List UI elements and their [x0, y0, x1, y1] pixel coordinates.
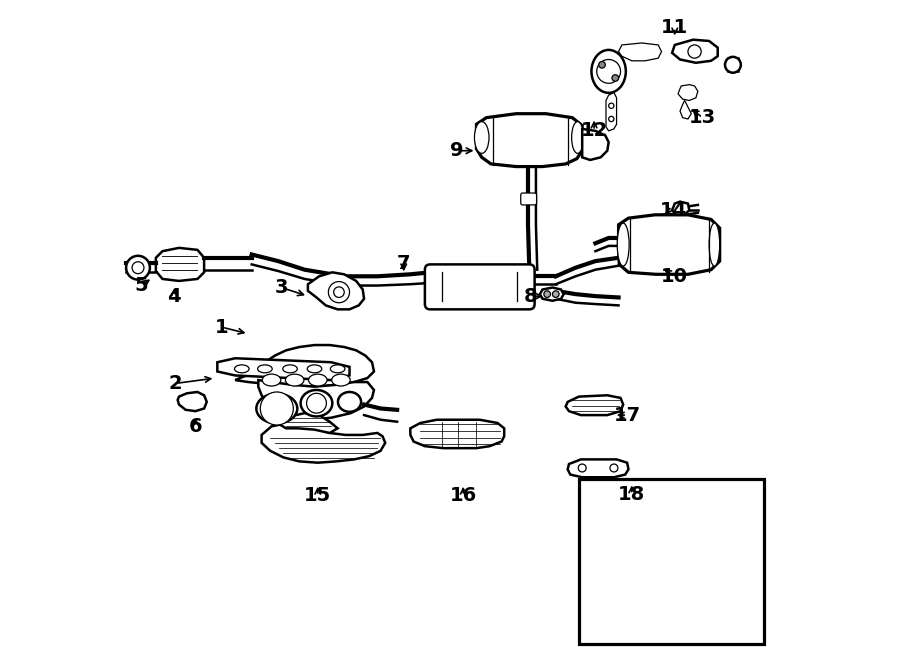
- Ellipse shape: [330, 365, 345, 373]
- Circle shape: [597, 59, 620, 83]
- Polygon shape: [606, 93, 616, 131]
- Polygon shape: [672, 40, 717, 63]
- Polygon shape: [156, 248, 204, 281]
- Text: 12: 12: [580, 122, 608, 140]
- Circle shape: [328, 282, 349, 303]
- Circle shape: [725, 57, 741, 73]
- Polygon shape: [582, 129, 608, 160]
- Ellipse shape: [256, 393, 297, 423]
- Polygon shape: [680, 100, 691, 119]
- Polygon shape: [235, 345, 374, 387]
- Text: 9: 9: [450, 141, 464, 160]
- Ellipse shape: [332, 374, 350, 386]
- Text: 7: 7: [397, 254, 410, 272]
- Text: 10: 10: [662, 267, 688, 286]
- Circle shape: [126, 256, 150, 280]
- Text: 3: 3: [274, 278, 288, 297]
- Circle shape: [553, 291, 559, 297]
- Bar: [579, 479, 764, 644]
- Text: 1: 1: [215, 318, 229, 336]
- Ellipse shape: [591, 50, 626, 93]
- Polygon shape: [476, 114, 582, 167]
- Circle shape: [334, 287, 344, 297]
- FancyBboxPatch shape: [425, 264, 535, 309]
- Text: 11: 11: [662, 19, 688, 37]
- Ellipse shape: [285, 374, 304, 386]
- Polygon shape: [618, 215, 720, 274]
- Circle shape: [578, 464, 586, 472]
- Ellipse shape: [572, 122, 583, 153]
- Polygon shape: [308, 272, 364, 309]
- Polygon shape: [262, 423, 385, 463]
- Circle shape: [688, 45, 701, 58]
- Polygon shape: [540, 288, 563, 301]
- FancyBboxPatch shape: [521, 193, 536, 205]
- Ellipse shape: [283, 365, 297, 373]
- Polygon shape: [672, 202, 689, 215]
- Text: 2: 2: [169, 374, 183, 393]
- Circle shape: [598, 61, 606, 68]
- Ellipse shape: [474, 122, 489, 153]
- Text: 4: 4: [167, 287, 181, 305]
- Ellipse shape: [262, 374, 281, 386]
- Circle shape: [610, 464, 618, 472]
- Text: 8: 8: [524, 287, 537, 305]
- Text: 17: 17: [614, 406, 641, 424]
- Ellipse shape: [307, 365, 322, 373]
- Text: 13: 13: [688, 108, 716, 127]
- Polygon shape: [410, 420, 504, 448]
- Circle shape: [260, 392, 293, 425]
- Polygon shape: [568, 459, 628, 477]
- Ellipse shape: [709, 223, 720, 266]
- Ellipse shape: [235, 365, 249, 373]
- Polygon shape: [258, 380, 374, 420]
- Text: 15: 15: [304, 486, 331, 505]
- Polygon shape: [280, 413, 338, 433]
- Ellipse shape: [338, 392, 361, 412]
- Circle shape: [612, 75, 618, 81]
- Text: 6: 6: [189, 417, 202, 436]
- Text: 16: 16: [450, 486, 477, 505]
- Ellipse shape: [309, 374, 327, 386]
- Circle shape: [132, 262, 144, 274]
- Text: 18: 18: [618, 485, 645, 504]
- Text: 14: 14: [660, 201, 687, 219]
- Ellipse shape: [257, 365, 272, 373]
- Ellipse shape: [301, 390, 332, 416]
- Circle shape: [544, 291, 551, 297]
- Text: 5: 5: [134, 276, 148, 295]
- Ellipse shape: [617, 223, 629, 266]
- Polygon shape: [678, 85, 698, 100]
- Circle shape: [307, 393, 327, 413]
- Polygon shape: [177, 392, 207, 411]
- Polygon shape: [566, 395, 623, 415]
- Circle shape: [608, 103, 614, 108]
- Circle shape: [608, 116, 614, 122]
- Polygon shape: [618, 43, 662, 61]
- Polygon shape: [217, 358, 349, 380]
